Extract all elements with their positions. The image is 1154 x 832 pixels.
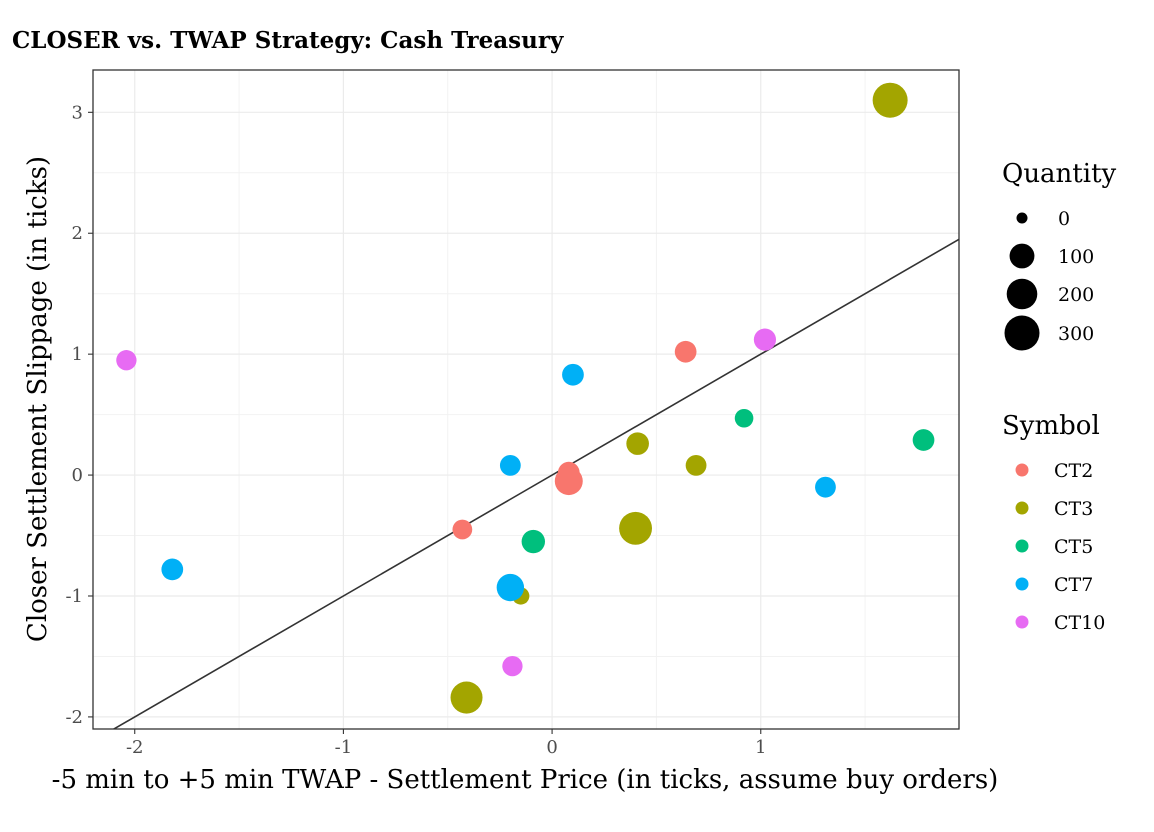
data-point [116,350,137,371]
data-point [562,363,584,386]
series-ct7 [161,363,836,602]
data-point [753,328,777,351]
y-tick-label: -2 [65,707,83,728]
y-tick-label: 2 [72,223,83,244]
data-point [450,681,483,714]
series-ct2 [452,340,697,540]
series-ct10 [116,328,777,677]
data-point [685,455,707,476]
size-legend-key [1009,243,1035,269]
color-legend-label: CT2 [1054,460,1093,482]
size-legend-key [1006,278,1038,310]
size-legend-label: 0 [1058,208,1070,230]
color-legend-title: Symbol [1002,411,1100,441]
series-ct3 [450,82,908,714]
data-point [734,408,754,428]
color-legend-key [1015,577,1029,591]
data-point [619,511,653,545]
size-legend-key [1016,212,1028,224]
color-legend-key [1015,501,1029,515]
data-point [674,340,697,363]
data-point [626,432,649,455]
color-legend-label: CT7 [1054,574,1093,596]
data-point [161,558,184,581]
series-ct5 [521,408,935,554]
size-legend-label: 200 [1058,284,1094,306]
size-legend-items: 0 100 200 300 [1004,208,1094,351]
size-legend-title: Quantity [1002,159,1117,189]
data-point [521,529,546,554]
data-point [452,519,473,540]
data-point [815,476,836,498]
data-point [499,455,521,476]
data-point [912,429,935,451]
data-point [872,82,908,118]
size-legend-key [1004,315,1040,351]
color-legend-label: CT5 [1054,536,1093,558]
y-axis-title: Closer Settlement Slippage (in ticks) [23,156,53,642]
data-point [554,467,583,496]
chart-title: CLOSER vs. TWAP Strategy: Cash Treasury [12,27,564,54]
panel-background [93,70,959,729]
y-tick-label: 0 [72,465,83,486]
x-tick-label: -2 [126,737,144,758]
color-legend-key [1015,463,1029,477]
x-tick-label: 1 [755,737,766,758]
y-tick-label: -1 [65,586,83,607]
plot-panel: -2 -1 0 1 -2 -1 0 1 2 3 [65,69,960,758]
x-axis-title: -5 min to +5 min TWAP - Settlement Price… [52,765,999,795]
y-tick-label: 3 [72,102,83,123]
data-point [502,655,523,677]
color-legend-key [1015,615,1029,629]
color-legend-label: CT10 [1054,612,1105,634]
x-tick-label: -1 [335,737,353,758]
data-point [496,573,525,602]
size-legend-label: 300 [1058,323,1094,345]
size-legend-label: 100 [1058,246,1094,268]
color-legend-label: CT3 [1054,498,1093,520]
y-tick-label: 1 [72,344,83,365]
reference-line [112,238,959,729]
color-legend-items: CT2 CT3 CT5 CT7 CT10 [1015,460,1105,634]
color-legend-key [1015,539,1029,553]
panel-border [92,69,960,730]
x-tick-label: 0 [546,737,557,758]
